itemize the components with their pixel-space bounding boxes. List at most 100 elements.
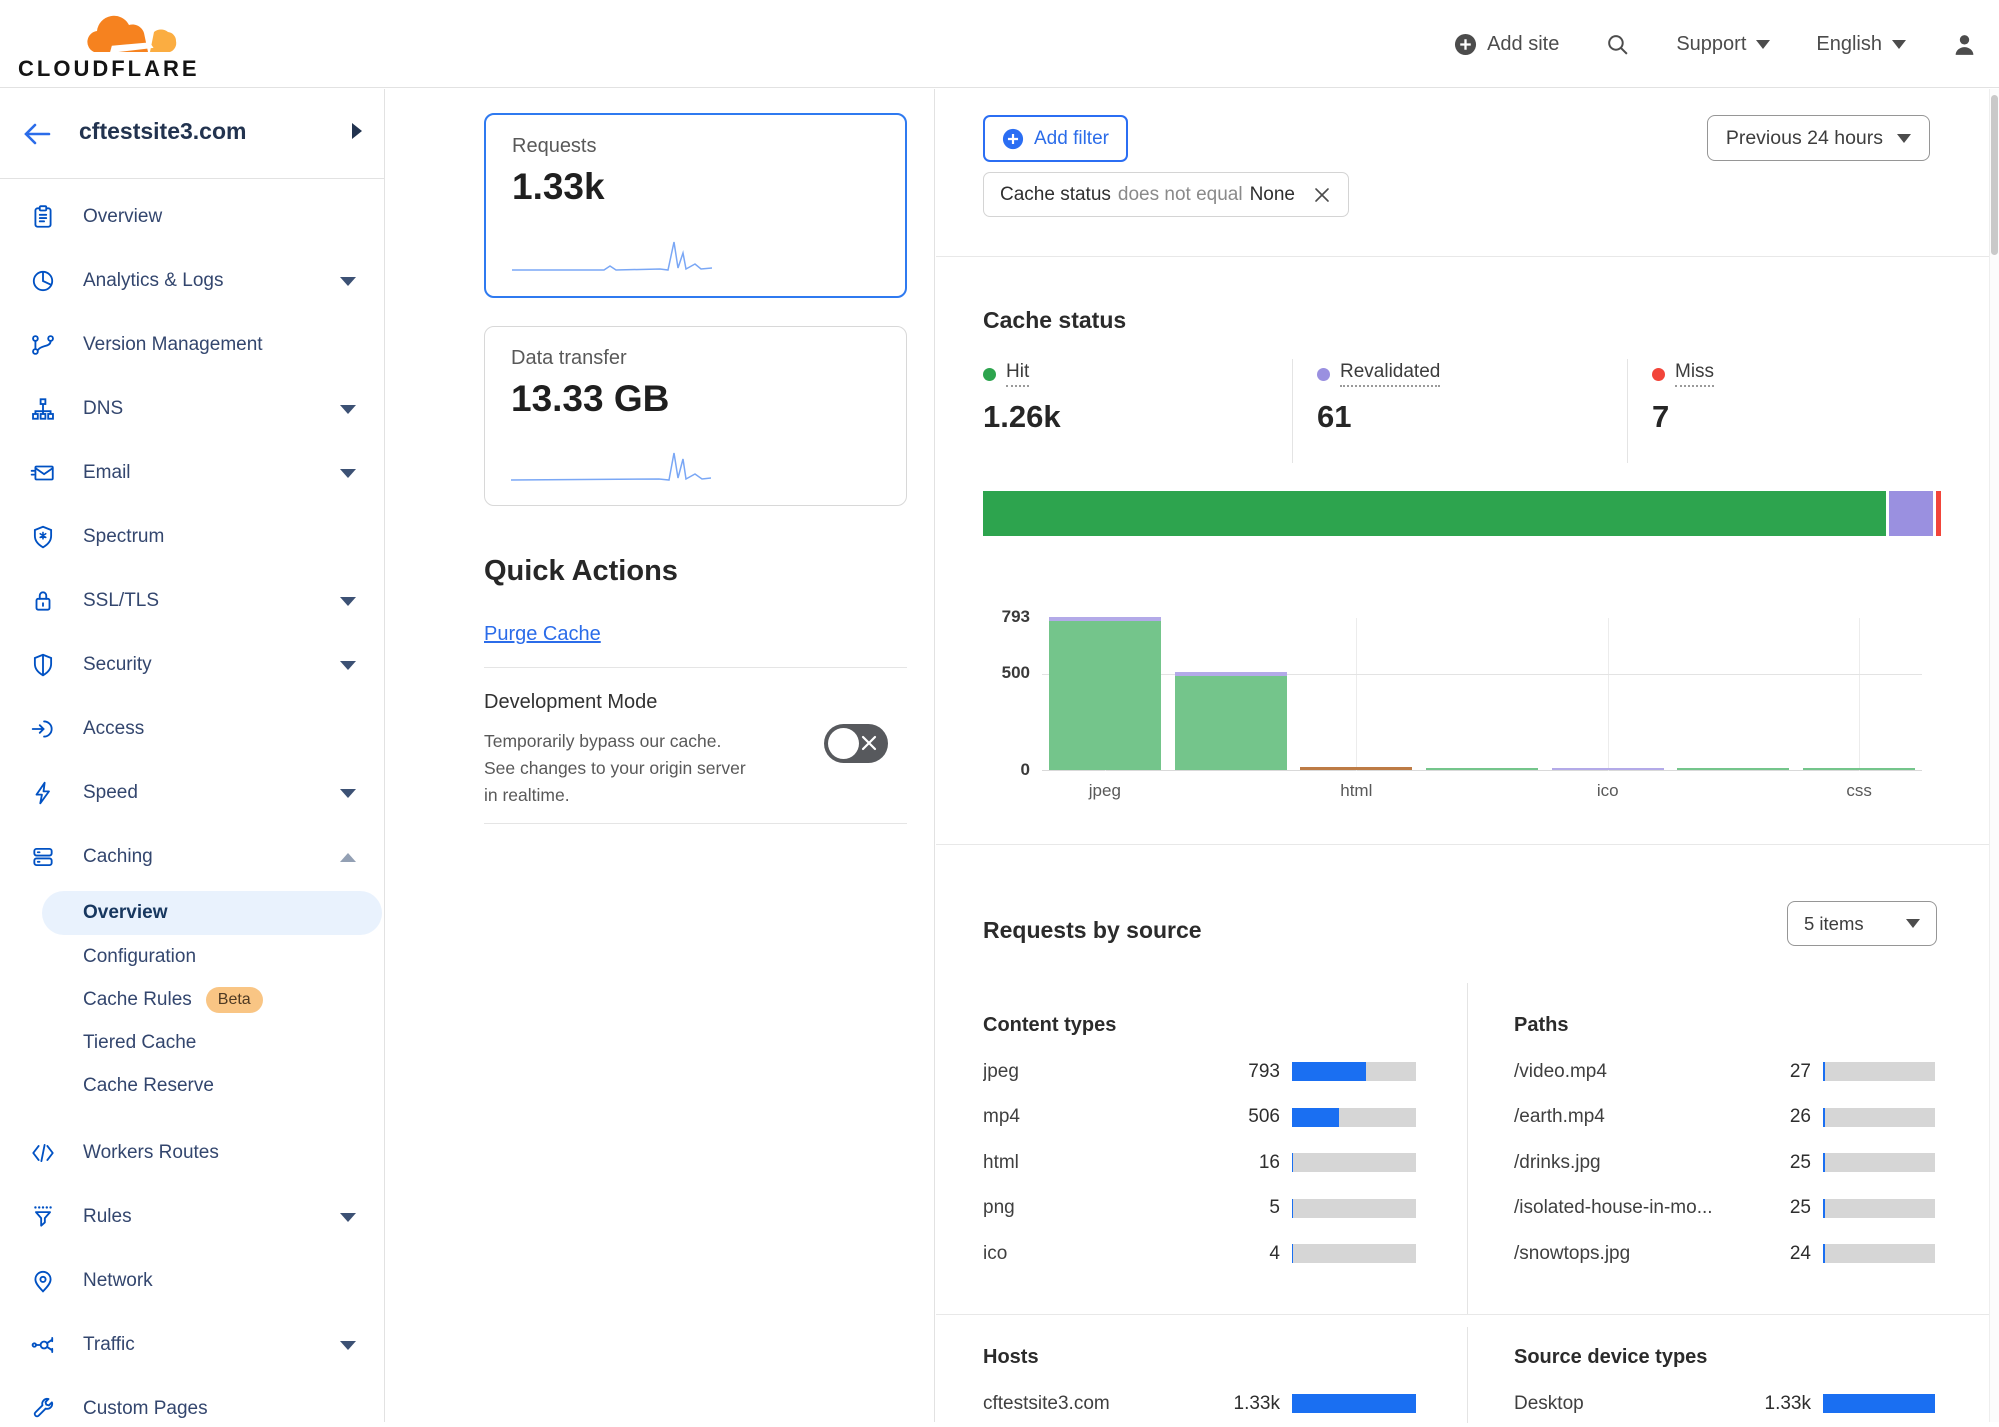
purge-cache-link[interactable]: Purge Cache <box>484 623 601 645</box>
site-header: cftestsite3.com <box>0 89 384 179</box>
sidebar-item-rules[interactable]: Rules <box>0 1185 384 1249</box>
legend-revalidated-toggle[interactable]: Revalidated <box>1317 361 1441 387</box>
legend-miss-label: Miss <box>1675 361 1715 387</box>
server-stack-icon <box>33 847 53 867</box>
search-icon[interactable] <box>1605 32 1630 57</box>
row-value: 5 <box>1269 1197 1280 1219</box>
sidebar-item-custom-pages[interactable]: Custom Pages <box>0 1377 384 1422</box>
sidebar-subitem-configuration[interactable]: Configuration <box>0 935 384 978</box>
chevron-down-icon <box>1756 39 1771 49</box>
cloudflare-logo[interactable]: CLOUDFLARE <box>18 6 218 86</box>
sidebar-subitem-cache-rules[interactable]: Cache Rules Beta <box>0 978 384 1021</box>
row-label: /drinks.jpg <box>1514 1151 1601 1173</box>
table-row: /snowtops.jpg 24 <box>1514 1231 1941 1277</box>
sidebar-item-label: Traffic <box>83 1334 135 1355</box>
row-value: 1.33k <box>1764 1392 1811 1414</box>
data-transfer-metric-card[interactable]: Data transfer 13.33 GB <box>484 326 907 506</box>
gridline <box>1042 674 1922 675</box>
legend-hit-label: Hit <box>1006 361 1030 387</box>
cloudflare-wordmark: CLOUDFLARE <box>18 56 200 81</box>
progress-track <box>1823 1244 1935 1264</box>
progress-track <box>1292 1198 1416 1218</box>
sidebar-item-dns[interactable]: DNS <box>0 377 384 441</box>
time-range-label: Previous 24 hours <box>1725 126 1883 149</box>
items-count-dropdown[interactable]: 5 items <box>1787 901 1937 946</box>
user-icon[interactable] <box>1952 32 1977 57</box>
subitem-label: Configuration <box>83 945 197 967</box>
cloudflare-cloud-icon <box>87 15 177 54</box>
middle-column: Requests 1.33k Data transfer 13.33 GB Qu… <box>386 89 935 1422</box>
sidebar-item-speed[interactable]: Speed <box>0 761 384 825</box>
time-range-dropdown[interactable]: Previous 24 hours <box>1706 115 1930 161</box>
sidebar-item-overview[interactable]: Overview <box>0 185 384 249</box>
plus-circle-icon <box>1455 33 1477 55</box>
sidebar-item-version-management[interactable]: Version Management <box>0 313 384 377</box>
sidebar-item-security[interactable]: Security <box>0 633 384 697</box>
progress-fill <box>1823 1394 1935 1414</box>
sidebar-item-workers-routes[interactable]: Workers Routes <box>0 1121 384 1185</box>
paths-table: /video.mp4 27 /earth.mp4 26 /drinks.jpg … <box>1514 1049 1941 1277</box>
add-filter-button[interactable]: Add filter <box>983 115 1128 162</box>
toggle-knob <box>828 728 859 759</box>
analytics-panel: Add filter Cache status does not equal N… <box>936 89 1999 1423</box>
sidebar-item-email[interactable]: Email <box>0 441 384 505</box>
back-arrow-icon[interactable] <box>22 120 52 148</box>
sidebar-item-label: DNS <box>83 398 124 419</box>
requests-metric-card[interactable]: Requests 1.33k <box>484 113 907 298</box>
access-door-icon <box>31 720 53 738</box>
sidebar-item-network[interactable]: Network <box>0 1249 384 1313</box>
divider <box>484 667 907 668</box>
chevron-right-icon[interactable] <box>352 123 362 139</box>
table-row: cftestsite3.com 1.33k <box>983 1381 1416 1427</box>
legend-miss-toggle[interactable]: Miss <box>1652 361 1715 387</box>
filter-chip[interactable]: Cache status does not equal None <box>983 172 1349 217</box>
add-site-button[interactable]: Add site <box>1454 33 1559 56</box>
sidebar-item-ssl-tls[interactable]: SSL/TLS <box>0 569 384 633</box>
x-axis-labels: jpeg html ico css <box>1042 781 1922 801</box>
hit-dot-icon <box>983 367 996 381</box>
sidebar-subitem-overview[interactable]: Overview <box>42 891 382 935</box>
development-mode-toggle[interactable] <box>824 724 888 763</box>
revalidated-dot-icon <box>1317 367 1330 381</box>
legend-hit-toggle[interactable]: Hit <box>983 361 1061 387</box>
x-tick-label <box>1671 781 1797 801</box>
divider <box>1467 983 1468 1314</box>
progress-track <box>1292 1153 1416 1173</box>
sidebar-item-label: SSL/TLS <box>83 590 160 611</box>
language-menu[interactable]: English <box>1816 33 1906 56</box>
progress-fill <box>1823 1198 1826 1218</box>
row-value: 26 <box>1789 1106 1811 1128</box>
scrollbar-thumb[interactable] <box>1991 95 1998 255</box>
row-value: 24 <box>1789 1242 1811 1264</box>
row-value: 27 <box>1789 1060 1811 1082</box>
progress-fill <box>1292 1394 1416 1414</box>
sidebar-item-spectrum[interactable]: Spectrum <box>0 505 384 569</box>
hosts-heading: Hosts <box>983 1346 1039 1368</box>
sidebar-subitem-tiered-cache[interactable]: Tiered Cache <box>0 1021 384 1064</box>
bar-segment-hit <box>1677 768 1790 770</box>
divider <box>936 844 1999 845</box>
legend-hit-value: 1.26k <box>983 399 1061 434</box>
progress-fill <box>1292 1244 1294 1264</box>
sidebar-item-label: Security <box>83 654 152 675</box>
progress-fill <box>1823 1244 1826 1264</box>
sidebar-subitem-cache-reserve[interactable]: Cache Reserve <box>0 1064 384 1107</box>
close-icon <box>1315 187 1329 202</box>
support-menu[interactable]: Support <box>1676 33 1771 56</box>
sidebar-item-analytics-logs[interactable]: Analytics & Logs <box>0 249 384 313</box>
row-label: Desktop <box>1514 1392 1584 1414</box>
spectrum-shield-icon <box>33 525 53 549</box>
scrollbar[interactable] <box>1989 89 1999 1422</box>
sidebar-item-access[interactable]: Access <box>0 697 384 761</box>
language-label: English <box>1816 32 1882 55</box>
remove-filter-button[interactable] <box>1312 185 1332 205</box>
chevron-down-icon <box>340 1340 356 1350</box>
table-row: html 16 <box>983 1140 1416 1186</box>
sidebar-item-traffic[interactable]: Traffic <box>0 1313 384 1377</box>
y-tick: 0 <box>1020 760 1030 779</box>
table-row: Desktop 1.33k <box>1514 1381 1941 1427</box>
bar-segment-revalidated <box>1551 768 1664 770</box>
sidebar-item-caching[interactable]: Caching <box>0 825 384 889</box>
row-label: mp4 <box>983 1106 1020 1128</box>
site-name: cftestsite3.com <box>79 118 247 144</box>
